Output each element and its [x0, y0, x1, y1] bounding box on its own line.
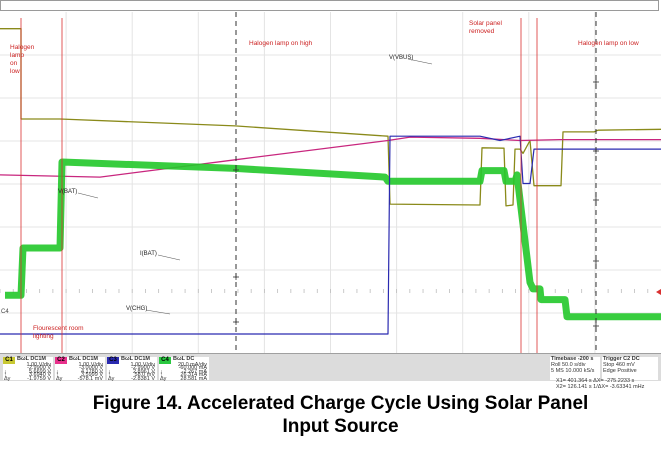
trigger-header: Trigger C2 DC	[603, 356, 640, 362]
series-label: V(VBUS)	[389, 55, 413, 61]
channel-symbol: ↑	[108, 372, 111, 379]
channel-symbol: Δy	[4, 375, 11, 382]
channel-symbol: ↑	[160, 372, 163, 379]
caption-line-2: Input Source	[282, 416, 399, 437]
channel-value: -1.9759 V	[27, 375, 51, 382]
channel-value: -578.1 mV	[77, 375, 103, 382]
status-bar: C1 BωL DC1M 1.00 V/div -2.9900 V 5.6699 V ↓ 3.…	[0, 353, 661, 381]
channel-value: -3.0000 V	[79, 365, 103, 372]
channel-value: 58.0 mV	[134, 372, 155, 379]
channel-tag: C4	[159, 357, 171, 364]
channel-value: 1.00 V/div	[130, 362, 155, 368]
trace-vbat	[0, 136, 661, 178]
series-label: I(BAT)	[140, 251, 157, 257]
annotation-line: low	[10, 68, 20, 75]
channel-marker-label: C4	[1, 309, 9, 315]
channel-box-c1: C1 BωL DC1M 1.00 V/div -2.9900 V 5.6699 V ↓ 3.…	[3, 356, 53, 382]
annotation-line: Flourescent room	[33, 325, 84, 332]
channel-symbol: ↓	[160, 368, 163, 375]
scope-top-bar	[0, 0, 659, 11]
annotation-line: lighting	[33, 333, 54, 340]
label-leader	[145, 309, 171, 315]
oscilloscope-plot: Halogen lamp on low Halogen lamp on high Sola…	[0, 12, 661, 353]
channel-tag: C2	[55, 357, 67, 364]
series-label: V(BAT)	[58, 189, 77, 195]
channel-value: 4.1780 V	[80, 368, 103, 375]
measurement-row: X1= 401.364 s ΔX= -275.2233 s	[556, 378, 635, 384]
channel-value: -60.000 mA	[178, 365, 207, 372]
channel-symbol: Δy	[56, 375, 63, 382]
channel-value: 5.6699 V	[28, 368, 51, 375]
channel-symbol: ↑	[4, 372, 7, 379]
trace-vchg	[0, 135, 661, 335]
annotation-text: Solar panel removed	[469, 20, 502, 35]
channel-symbol: Δy	[160, 375, 167, 382]
channel-value: -2.9900 V	[27, 365, 51, 372]
trigger-level-arrow	[656, 289, 661, 295]
measurement-row: X2= 126.141 s 1/ΔX= -3.63341 mHz	[556, 384, 645, 390]
channel-header: BωL DC1M	[121, 356, 150, 362]
channel-value: -2.8381 V	[131, 375, 155, 382]
trigger-row: Stop 460 mV	[603, 362, 635, 368]
channel-header: BωL DC1M	[17, 356, 46, 362]
annotation-line: Solar panel	[469, 20, 502, 27]
annotation-group: Halogen lamp on low Halogen lamp on high Sola…	[1, 18, 661, 353]
trace-ibat	[5, 158, 661, 321]
annotation-line: Halogen	[10, 44, 35, 51]
annotation-text: Halogen lamp on low	[578, 40, 639, 47]
annotation-text: Halogen lamp on high	[249, 40, 313, 47]
channel-value: -2.9900 V	[131, 365, 155, 372]
annotation-line: Halogen lamp on low	[578, 40, 639, 47]
annotation-line: on	[10, 60, 18, 67]
series-label: V(CHG)	[126, 306, 147, 312]
channel-symbol: ↑	[56, 372, 59, 379]
channel-symbol: Δy	[108, 375, 115, 382]
channel-value: -2.267 mA	[181, 368, 207, 375]
channel-value: 20.0 mA/div	[177, 362, 207, 368]
trigger-row: Edge Positive	[603, 367, 637, 374]
timebase-row: 5 MS 10.000 kS/s	[551, 367, 595, 374]
label-leader	[157, 254, 181, 261]
channel-value: 3.5999 V	[80, 372, 103, 379]
annotation-text: Halogen lamp on low	[10, 44, 35, 75]
annotation-line: Halogen lamp on high	[249, 40, 313, 47]
trigger-box: Trigger C2 DC Stop 460 mV Edge Positive	[602, 356, 658, 380]
annotation-text: Flourescent room lighting	[33, 325, 84, 340]
channel-value: 26.314 mA	[180, 372, 207, 379]
timebase-row: Roll 50.0 s/div	[551, 362, 586, 368]
trace-vvbus	[0, 28, 661, 207]
channel-symbol: ↓	[108, 368, 111, 375]
cursor-measurements: X1= 401.364 s ΔX= -275.2233 s X2= 126.141…	[556, 378, 644, 390]
plot-grid	[0, 12, 661, 353]
channel-header: BωL DC	[173, 356, 195, 362]
channel-value: 1.00 V/div	[26, 362, 51, 368]
timebase-header: Timebase -200 s	[551, 356, 594, 362]
channel-box-c2: C2 BωL DC1M 1.00 V/div -3.0000 V 4.1780 V ↓ 3.…	[55, 356, 105, 382]
caption-line-1: Figure 14. Accelerated Charge Cycle Usin…	[92, 393, 589, 414]
annotation-line: lamp	[10, 52, 24, 59]
channel-symbol: ↓	[56, 368, 59, 375]
channel-box-c4: C4 BωL DC 20.0 mA/div -60.000 mA -2.267 mA ↓ 2…	[159, 356, 209, 382]
channel-value: 28.581 mA	[180, 375, 207, 382]
cursor-group	[233, 12, 599, 353]
channel-value: 3.6940 V	[28, 372, 51, 379]
channel-value: 2.8961 V	[132, 368, 155, 375]
channel-symbol: ↓	[4, 368, 7, 375]
label-leader	[407, 58, 433, 65]
timebase-box: Timebase -200 s Roll 50.0 s/div 5 MS 10.00…	[550, 356, 600, 380]
annotation-line: removed	[469, 28, 495, 35]
channel-tag: C3	[107, 357, 119, 364]
channel-box-c3: C3 BωL DC1M 1.00 V/div -2.9900 V 2.8961 V ↓ 58…	[107, 356, 157, 382]
channel-header: BωL DC1M	[69, 356, 98, 362]
channel-tag: C1	[3, 357, 15, 364]
channel-value: 1.00 V/div	[78, 362, 103, 368]
label-leader	[77, 192, 99, 199]
trace-group	[0, 28, 661, 335]
